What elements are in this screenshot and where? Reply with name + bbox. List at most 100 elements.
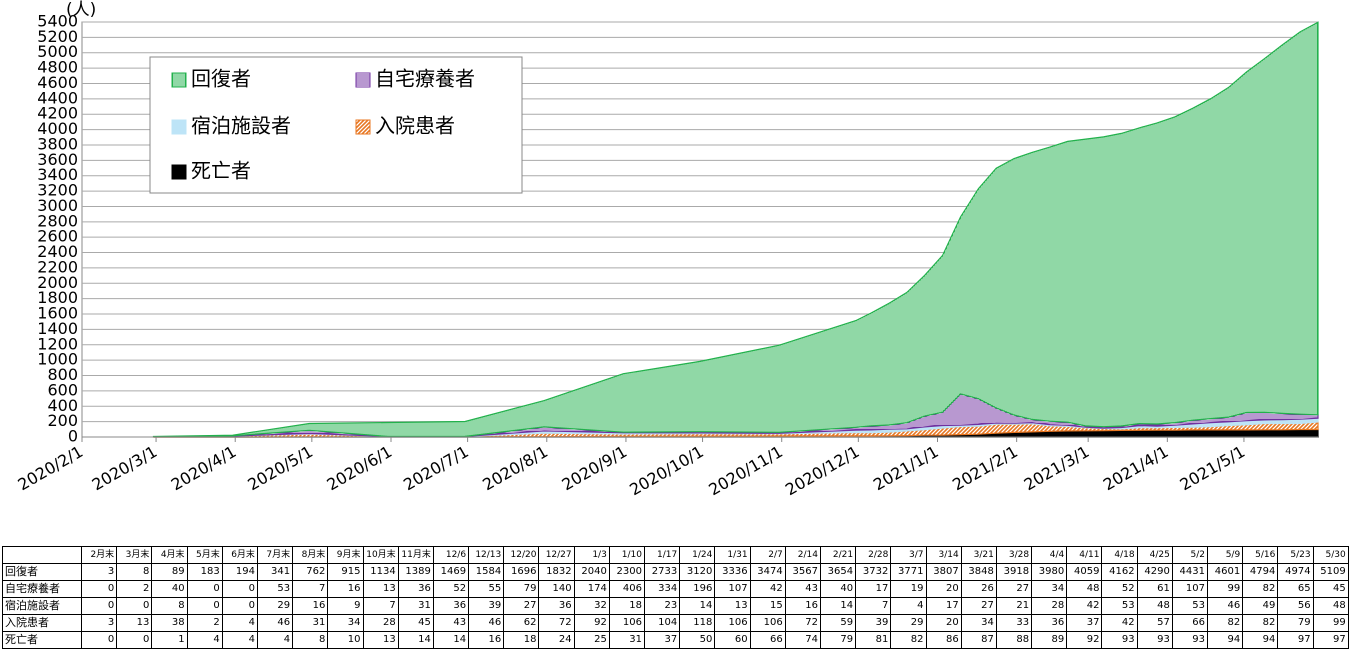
table-cell: 79 [1277,614,1314,632]
table-cell: 66 [749,631,786,649]
table-cell: 93 [1171,631,1209,649]
y-tick-label: 5400 [37,12,78,31]
table-cell: 3 [80,563,118,581]
table-cell: 87 [960,631,997,649]
table-cell: 4 [186,631,223,649]
y-tick-label: 4600 [37,73,78,92]
table-cell: 0 [186,580,223,598]
table-cell: 14 [819,597,857,615]
table-cell: 31 [608,631,646,649]
table-cell: 37 [1066,614,1103,632]
table-cell: 5/23 [1277,546,1314,564]
table-cell: 92 [573,614,610,632]
table-cell: 99 [1206,580,1244,598]
y-tick-label: 2400 [37,242,78,261]
table-cell: 50 [679,631,716,649]
table-cell: 40 [151,580,188,598]
table-cell: 5109 [1312,563,1349,581]
table-cell: 5月末 [186,546,223,564]
table-cell: 24 [538,631,575,649]
table-cell: 140 [538,580,575,598]
table-cell: 9月末 [327,546,364,564]
table-cell: 21 [995,597,1033,615]
table-cell: 20 [925,614,962,632]
x-tick-label: 2021/4/1 [1100,442,1172,494]
table-cell: 33 [995,614,1033,632]
x-tick-label: 2020/3/1 [89,442,161,494]
legend-swatch [355,72,371,88]
table-cell: 45 [1312,580,1349,598]
table-cell: 16 [468,631,505,649]
table-cell: 死亡者 [2,631,82,649]
table-cell: 43 [784,580,821,598]
table-cell: 26 [960,580,997,598]
table-cell: 17 [925,597,962,615]
table-cell: 4/18 [1101,546,1138,564]
table-cell: 5/30 [1312,546,1349,564]
table-cell: 3980 [1031,563,1068,581]
table-cell: 107 [714,580,751,598]
table-cell: 39 [855,614,892,632]
table-cell: 13 [362,631,399,649]
table-row: 回復者 3 8 89 183 194 341 762 915 1134 1389 1469 1584 16… [2,563,1349,581]
table-cell: 72 [784,614,821,632]
table-cell: 36 [538,597,575,615]
table-cell: 31 [292,614,329,632]
table-cell: 17 [855,580,892,598]
x-tick-label: 2020/4/1 [168,442,240,494]
table-cell: 2/7 [749,546,786,564]
y-tick-label: 3800 [37,134,78,153]
legend-swatch [355,119,371,135]
chart: (人) 020040060080010001200140016001800200… [15,0,1319,499]
table-cell: 915 [327,563,364,581]
table-cell: 53 [1171,597,1209,615]
table-cell: 66 [1171,614,1209,632]
table-cell: 0 [221,580,258,598]
table-cell: 7 [292,580,329,598]
table-cell: 53 [1101,597,1138,615]
table-cell: 3654 [819,563,857,581]
y-tick-label: 2800 [37,211,78,230]
table-cell: 62 [503,614,540,632]
table-cell: 39 [468,597,505,615]
table-cell: 16 [292,597,329,615]
table-cell: 82 [1206,614,1244,632]
table-cell: 15 [749,597,786,615]
table-cell: 72 [538,614,575,632]
table-cell: 4 [890,597,927,615]
table-cell: 14 [397,631,434,649]
table-cell: 4/11 [1066,546,1103,564]
table-header: 2月末 3月末 4月末 5月末 6月末 7月末 8月末 9月末 10月末 11月末 12/6 12/1… [2,546,1349,564]
table-cell: 7 [855,597,892,615]
table-cell: 4/4 [1031,546,1068,564]
table-cell: 自宅療養者 [2,580,82,598]
table-cell: 2/14 [784,546,821,564]
table-cell: 52 [1101,580,1138,598]
table-cell: 0 [80,631,118,649]
table-cell: 60 [714,631,751,649]
y-tick-label: 0 [68,427,78,446]
table-cell: 0 [80,597,118,615]
legend-label: 死亡者 [191,159,251,183]
y-axis-label: (人) [66,0,96,20]
table-cell: 79 [819,631,857,649]
x-tick-label: 2020/5/1 [244,442,316,494]
table-cell: 93 [1101,631,1138,649]
table-cell: 4431 [1171,563,1209,581]
legend [149,56,523,194]
table-cell: 9 [327,597,364,615]
data-table: 2月末 3月末 4月末 5月末 6月末 7月末 8月末 9月末 10月末 11月末 12/6 12/1… [2,546,1349,649]
table-cell: 2733 [643,563,681,581]
area [152,21,1319,438]
y-tick-label: 2000 [37,273,78,292]
table-cell: 0 [221,597,258,615]
table-cell: 4 [221,631,258,649]
x-tick-label: 2020/11/1 [705,442,786,499]
y-tick-label: 1400 [37,319,78,338]
table-cell: 4 [221,614,258,632]
table-cell: 8 [292,631,329,649]
y-tick-label: 4200 [37,104,78,123]
table-cell: 3/7 [890,546,927,564]
x-tick-label: 2021/5/1 [1176,442,1248,494]
y-tick-label: 400 [47,396,78,415]
